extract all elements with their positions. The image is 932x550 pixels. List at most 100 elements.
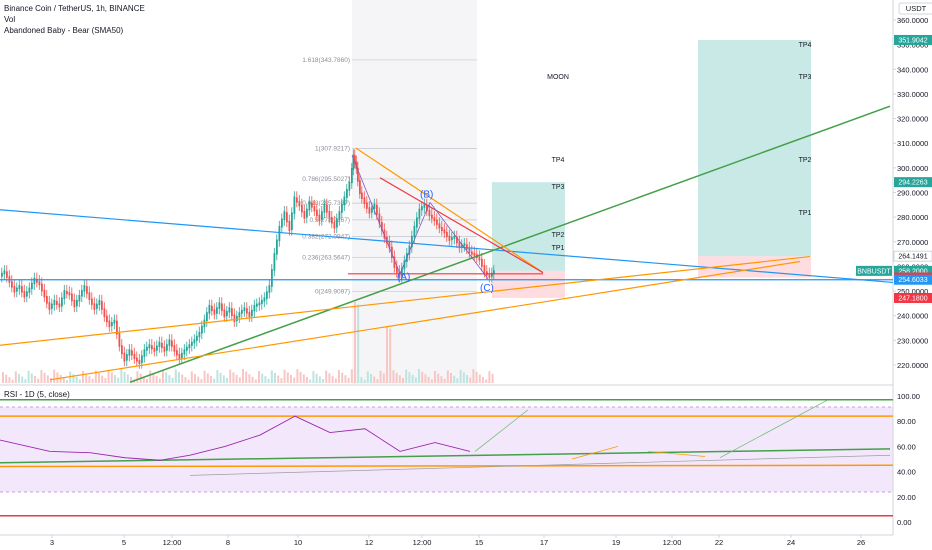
candle-body xyxy=(71,293,73,302)
volume-bar xyxy=(229,369,232,383)
candle-body xyxy=(113,319,116,324)
volume-bar xyxy=(354,302,356,383)
candle-body xyxy=(16,287,18,292)
volume-bar xyxy=(69,371,72,383)
volume-bar xyxy=(280,378,283,383)
rsi-projection-arrow xyxy=(571,446,619,460)
volume-bar xyxy=(277,375,280,383)
volume-bar xyxy=(72,374,75,383)
volume-bar xyxy=(213,378,216,383)
volume-bar xyxy=(347,377,350,383)
candle-body xyxy=(273,253,276,271)
candle-body xyxy=(278,226,281,242)
volume-bar xyxy=(75,376,78,383)
volume-bar xyxy=(18,374,20,383)
volume-bar xyxy=(197,376,200,383)
candle-body xyxy=(123,352,126,362)
fib-level-label: 0.382(272.0947) xyxy=(302,234,350,241)
volume-bar xyxy=(341,372,344,383)
candle-body xyxy=(306,208,308,218)
candle-body xyxy=(103,308,106,318)
candle-body xyxy=(293,196,296,214)
candle-body xyxy=(363,197,366,204)
volume-bar xyxy=(382,373,385,383)
price-tick-label: 340.0000 xyxy=(897,65,928,74)
volume-bar xyxy=(398,375,401,383)
candle-body xyxy=(481,259,483,267)
volume-bar xyxy=(450,373,452,383)
volume-bar xyxy=(395,372,398,383)
rsi-band xyxy=(0,407,893,492)
candle-body xyxy=(346,189,348,198)
price-tag-bg xyxy=(894,34,932,45)
time-tick-label: 22 xyxy=(715,538,723,547)
volume-bar xyxy=(165,372,168,383)
long-target-tp3: TP3 xyxy=(799,74,812,81)
rsi-indicator-label[interactable]: RSI - 1D (5, close) xyxy=(4,390,70,399)
volume-bar xyxy=(462,372,465,383)
pattern-indicator-label[interactable]: Abandoned Baby - Bear (SMA50) xyxy=(4,26,124,35)
candle-body xyxy=(106,315,108,323)
candle-body xyxy=(208,304,211,314)
volume-bar xyxy=(8,377,11,383)
candle-body xyxy=(483,265,486,273)
volume-indicator-label[interactable]: Vol xyxy=(4,15,16,24)
volume-bar xyxy=(296,369,299,383)
time-tick-label: 12:00 xyxy=(413,538,432,547)
short-target-tp1: TP1 xyxy=(552,245,565,252)
volume-bar xyxy=(366,371,369,383)
volume-bar xyxy=(328,373,331,383)
candle-body xyxy=(383,229,386,239)
candle-body xyxy=(263,297,266,302)
fib-level-label: 1(307.9217) xyxy=(315,145,350,152)
green-ascending-trendline xyxy=(129,105,891,383)
wave-label-a: (A) xyxy=(397,272,410,283)
volume-bar xyxy=(478,374,481,383)
volume-bar xyxy=(88,376,91,383)
volume-bar xyxy=(267,378,270,383)
volume-bar xyxy=(104,378,107,383)
volume-bar xyxy=(37,378,40,383)
price-tick-label: 240.0000 xyxy=(897,312,928,321)
volume-bar xyxy=(344,375,347,383)
volume-bar xyxy=(53,369,56,383)
candle-body xyxy=(58,303,61,308)
candle-body xyxy=(261,299,263,304)
candle-body xyxy=(396,266,398,273)
candle-body xyxy=(193,339,196,344)
fib-level-label: 0.5(278.9167) xyxy=(310,217,350,224)
price-tag-bg xyxy=(894,292,932,303)
volume-bar xyxy=(62,377,65,383)
candle-body xyxy=(61,297,63,307)
candle-body xyxy=(258,302,261,306)
orange-wedge-upper xyxy=(355,147,544,274)
volume-bar xyxy=(475,371,478,383)
candle-body xyxy=(141,355,143,364)
volume-bar xyxy=(338,370,340,383)
candle-body xyxy=(173,345,176,352)
volume-bar xyxy=(414,377,417,383)
volume-bar xyxy=(427,376,430,383)
volume-bar xyxy=(411,374,414,383)
candle-body xyxy=(266,291,268,299)
candle-body xyxy=(291,212,293,230)
volume-bar xyxy=(379,370,382,383)
candle-body xyxy=(281,218,283,228)
volume-bar xyxy=(290,375,292,383)
rsi-line xyxy=(0,415,471,461)
candle-body xyxy=(206,312,208,322)
rsi-projection-arrow xyxy=(647,451,706,457)
short-profit-zone xyxy=(492,182,565,271)
volume-bar xyxy=(56,372,59,383)
red-wedge-line xyxy=(379,177,544,274)
candle-body xyxy=(371,207,373,213)
volume-bar xyxy=(469,377,472,383)
candle-body xyxy=(391,246,393,259)
candle-body xyxy=(323,203,326,213)
symbol-title[interactable]: Binance Coin / TetherUS, 1h, BINANCE xyxy=(4,4,145,13)
candle-body xyxy=(183,349,186,355)
long-target-tp4: TP4 xyxy=(799,42,812,49)
volume-bar xyxy=(126,374,129,383)
candle-body xyxy=(43,289,46,298)
